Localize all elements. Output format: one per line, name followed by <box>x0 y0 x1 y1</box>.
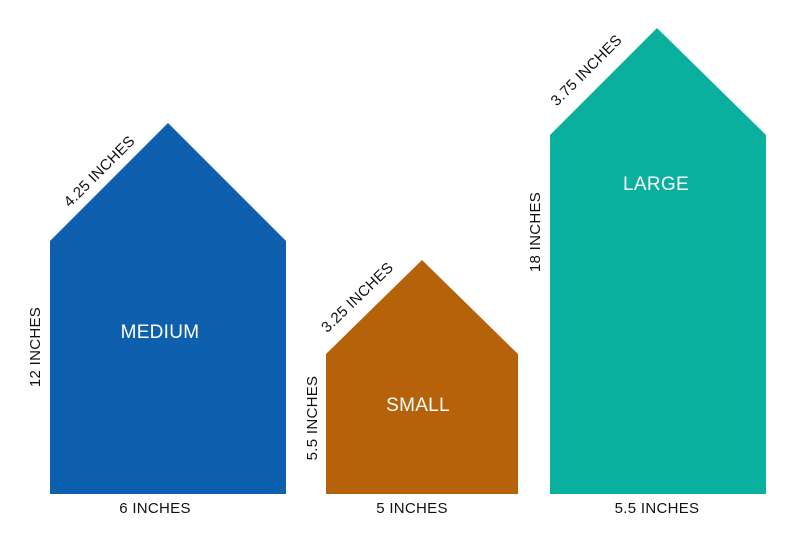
house-label: LARGE <box>623 174 689 195</box>
width-label: 5 INCHES <box>376 500 448 517</box>
height-label: 12 INCHES <box>27 307 44 387</box>
small-house <box>326 260 518 494</box>
height-label: 5.5 INCHES <box>304 376 321 461</box>
height-label: 18 INCHES <box>527 192 544 272</box>
width-label: 6 INCHES <box>119 500 191 517</box>
medium-house <box>50 123 286 494</box>
house-label: MEDIUM <box>121 322 200 343</box>
house-label: SMALL <box>386 395 450 416</box>
large-house <box>550 28 766 494</box>
width-label: 5.5 INCHES <box>615 500 700 517</box>
